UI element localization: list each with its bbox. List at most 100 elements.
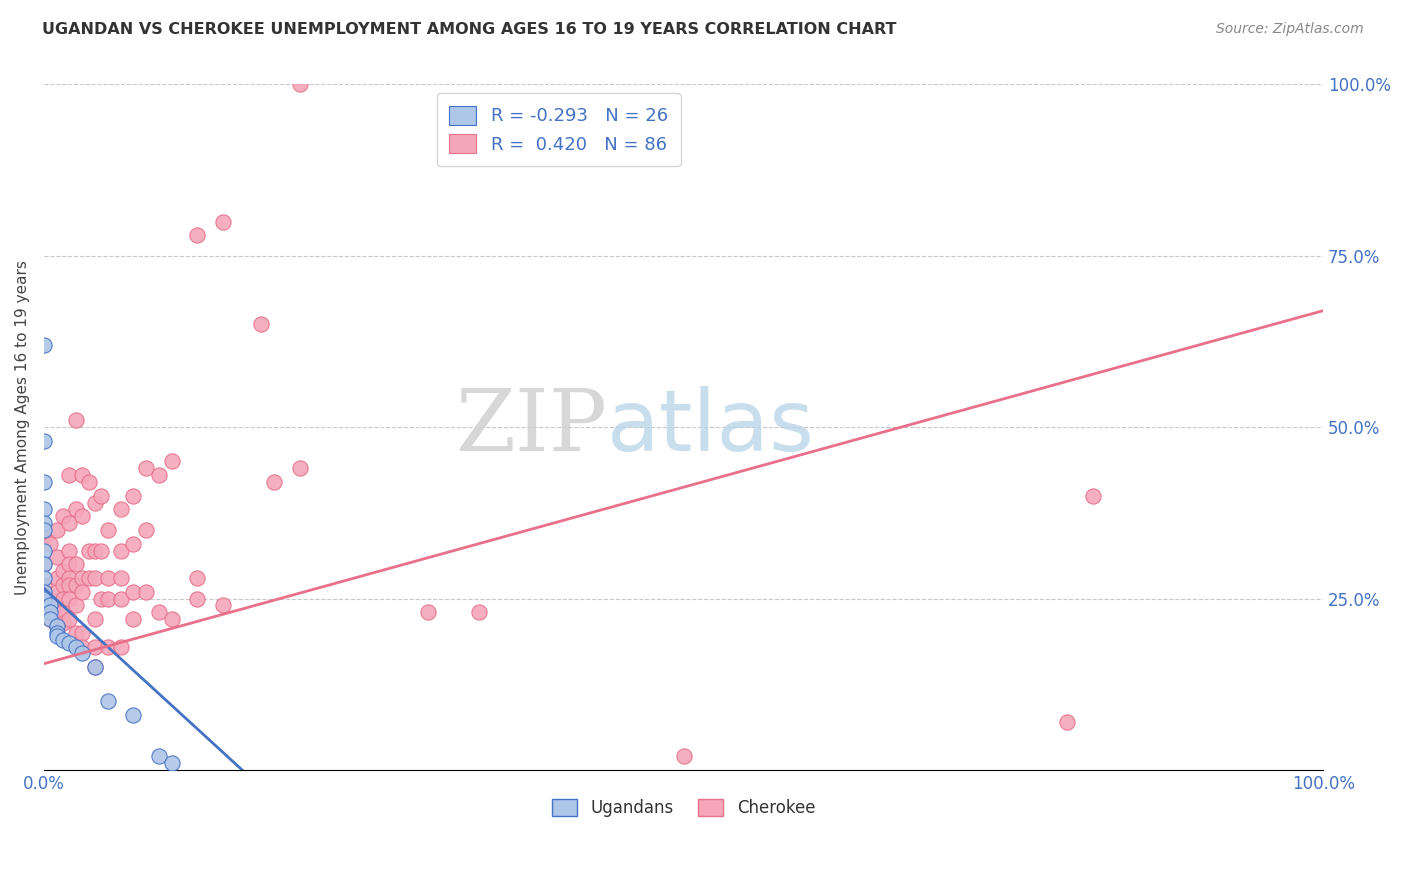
- Point: [97, 694, 120, 708]
- Point: [160, 612, 183, 626]
- Point: [110, 543, 132, 558]
- Point: [122, 537, 145, 551]
- Point: [39, 537, 62, 551]
- Point: [72, 509, 94, 524]
- Point: [135, 461, 157, 475]
- Point: [52, 564, 75, 578]
- Point: [110, 591, 132, 606]
- Point: [135, 523, 157, 537]
- Point: [84, 612, 107, 626]
- Point: [186, 228, 208, 243]
- Point: [45, 599, 67, 613]
- Point: [250, 318, 273, 332]
- Point: [1056, 714, 1078, 729]
- Point: [72, 647, 94, 661]
- Point: [45, 571, 67, 585]
- Point: [288, 461, 311, 475]
- Point: [122, 708, 145, 723]
- Point: [45, 619, 67, 633]
- Point: [58, 468, 80, 483]
- Point: [32, 516, 55, 531]
- Point: [186, 591, 208, 606]
- Point: [58, 543, 80, 558]
- Point: [45, 550, 67, 565]
- Point: [32, 558, 55, 572]
- Point: [160, 756, 183, 771]
- Point: [52, 591, 75, 606]
- Point: [58, 591, 80, 606]
- Point: [65, 502, 87, 516]
- Point: [97, 640, 120, 654]
- Point: [32, 523, 55, 537]
- Point: [32, 558, 55, 572]
- Point: [672, 749, 695, 764]
- Point: [84, 640, 107, 654]
- Point: [52, 509, 75, 524]
- Point: [32, 338, 55, 352]
- Point: [84, 660, 107, 674]
- Point: [58, 612, 80, 626]
- Point: [39, 612, 62, 626]
- Point: [32, 584, 55, 599]
- Point: [52, 605, 75, 619]
- Point: [122, 584, 145, 599]
- Point: [65, 558, 87, 572]
- Point: [263, 475, 285, 489]
- Point: [32, 591, 55, 606]
- Point: [72, 626, 94, 640]
- Text: ZIP: ZIP: [456, 385, 607, 469]
- Point: [65, 626, 87, 640]
- Y-axis label: Unemployment Among Ages 16 to 19 years: Unemployment Among Ages 16 to 19 years: [15, 260, 30, 595]
- Point: [39, 612, 62, 626]
- Point: [58, 571, 80, 585]
- Point: [52, 632, 75, 647]
- Point: [212, 214, 235, 228]
- Point: [84, 495, 107, 509]
- Point: [416, 605, 439, 619]
- Point: [90, 543, 112, 558]
- Point: [160, 454, 183, 468]
- Point: [32, 578, 55, 592]
- Point: [84, 571, 107, 585]
- Point: [122, 489, 145, 503]
- Point: [39, 605, 62, 619]
- Point: [77, 571, 100, 585]
- Point: [288, 78, 311, 92]
- Point: [65, 578, 87, 592]
- Point: [77, 475, 100, 489]
- Point: [72, 571, 94, 585]
- Point: [32, 571, 55, 585]
- Point: [45, 523, 67, 537]
- Point: [65, 640, 87, 654]
- Point: [148, 605, 170, 619]
- Point: [65, 599, 87, 613]
- Point: [90, 489, 112, 503]
- Point: [148, 468, 170, 483]
- Point: [45, 619, 67, 633]
- Point: [39, 605, 62, 619]
- Point: [45, 629, 67, 643]
- Point: [84, 660, 107, 674]
- Point: [58, 636, 80, 650]
- Point: [45, 626, 67, 640]
- Point: [77, 543, 100, 558]
- Point: [84, 543, 107, 558]
- Point: [110, 640, 132, 654]
- Point: [72, 584, 94, 599]
- Point: [72, 640, 94, 654]
- Point: [97, 523, 120, 537]
- Point: [212, 599, 235, 613]
- Point: [135, 584, 157, 599]
- Point: [45, 612, 67, 626]
- Point: [32, 475, 55, 489]
- Point: [110, 571, 132, 585]
- Point: [122, 612, 145, 626]
- Text: UGANDAN VS CHEROKEE UNEMPLOYMENT AMONG AGES 16 TO 19 YEARS CORRELATION CHART: UGANDAN VS CHEROKEE UNEMPLOYMENT AMONG A…: [42, 22, 897, 37]
- Point: [58, 516, 80, 531]
- Point: [468, 605, 491, 619]
- Point: [90, 591, 112, 606]
- Point: [97, 591, 120, 606]
- Legend: Ugandans, Cherokee: Ugandans, Cherokee: [546, 792, 823, 823]
- Point: [1081, 489, 1104, 503]
- Point: [110, 502, 132, 516]
